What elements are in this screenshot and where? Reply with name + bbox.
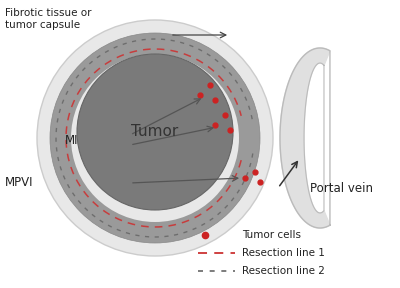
Text: Fibrotic tissue or
tumor capsule: Fibrotic tissue or tumor capsule <box>5 8 92 30</box>
Polygon shape <box>280 48 330 228</box>
Circle shape <box>37 20 273 256</box>
Text: MI: MI <box>65 134 78 147</box>
Text: Portal vein: Portal vein <box>310 181 373 194</box>
Text: MPVI: MPVI <box>5 175 34 189</box>
Circle shape <box>77 54 233 210</box>
Circle shape <box>50 33 260 243</box>
Text: Resection line 2: Resection line 2 <box>242 266 325 276</box>
Text: Tumor cells: Tumor cells <box>242 230 301 240</box>
Circle shape <box>71 54 239 222</box>
Text: Resection line 1: Resection line 1 <box>242 248 325 258</box>
Text: Tumor: Tumor <box>131 124 179 139</box>
